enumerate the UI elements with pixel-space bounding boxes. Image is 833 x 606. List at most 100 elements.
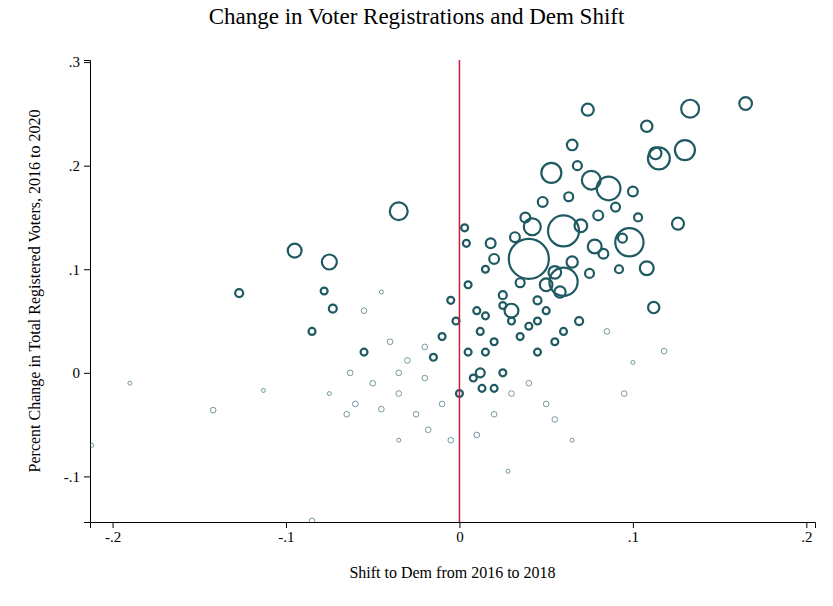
bubble bbox=[516, 278, 525, 287]
bubble bbox=[598, 249, 608, 259]
x-tick: 0 bbox=[456, 522, 464, 545]
bubble bbox=[649, 147, 661, 159]
bubble bbox=[634, 213, 642, 221]
bubble bbox=[510, 232, 520, 242]
bubble bbox=[582, 104, 594, 116]
title: Change in Voter Registrations and Dem Sh… bbox=[209, 4, 625, 29]
bubble bbox=[509, 239, 549, 279]
bubble bbox=[564, 192, 573, 201]
x-tick-label: 0 bbox=[456, 529, 464, 545]
bubble bbox=[585, 269, 594, 278]
y-tick-mark bbox=[84, 373, 90, 374]
bubble bbox=[548, 215, 579, 246]
bubble bbox=[567, 256, 578, 267]
bubble bbox=[439, 333, 446, 340]
bubble bbox=[465, 349, 472, 356]
bubble bbox=[543, 307, 550, 314]
x-axis-title: Shift to Dem from 2016 to 2018 bbox=[349, 564, 555, 581]
y-tick-label: .1 bbox=[69, 262, 80, 278]
bubble bbox=[551, 338, 558, 345]
y-tick-mark bbox=[84, 62, 90, 63]
bubble bbox=[540, 278, 553, 291]
plot-area bbox=[90, 60, 752, 522]
bubble bbox=[615, 228, 643, 256]
bubble bbox=[499, 291, 507, 299]
bubble bbox=[474, 432, 480, 438]
bubble bbox=[405, 358, 411, 364]
y-tick: .1 bbox=[69, 262, 90, 278]
bubble bbox=[425, 427, 431, 433]
y-axis-line bbox=[84, 61, 91, 523]
x-tick-mark bbox=[459, 522, 460, 528]
bubble bbox=[128, 381, 132, 385]
bubble bbox=[379, 290, 383, 294]
bubble bbox=[309, 328, 316, 335]
bubble bbox=[640, 261, 654, 275]
y-tick-mark bbox=[84, 166, 90, 167]
bubble bbox=[461, 224, 468, 231]
bubble bbox=[524, 218, 541, 235]
bubble bbox=[439, 401, 445, 407]
bubble bbox=[541, 163, 561, 183]
y-tick: -.1 bbox=[64, 469, 90, 485]
bubble bbox=[396, 370, 402, 376]
reference-line bbox=[459, 60, 461, 522]
bubble bbox=[672, 218, 684, 230]
bubble bbox=[573, 161, 582, 170]
bubble bbox=[628, 187, 638, 197]
x-tick-label: .1 bbox=[628, 529, 639, 545]
y-tick: 0 bbox=[73, 365, 91, 381]
bubble bbox=[379, 406, 385, 412]
bubble bbox=[549, 266, 562, 279]
bubble bbox=[648, 147, 670, 169]
bubble bbox=[413, 411, 419, 417]
x-tick: .1 bbox=[628, 522, 639, 545]
y-tick-label: .2 bbox=[69, 158, 80, 174]
bubble bbox=[648, 302, 659, 313]
bubble bbox=[582, 171, 601, 190]
bubble bbox=[479, 385, 486, 392]
chart: Change in Voter Registrations and Dem Sh… bbox=[0, 0, 833, 606]
bubble bbox=[327, 392, 331, 396]
bubble bbox=[309, 518, 315, 522]
bubble bbox=[534, 318, 541, 325]
bubble bbox=[322, 255, 337, 270]
bubble bbox=[473, 307, 480, 314]
bubble bbox=[235, 289, 243, 297]
x-tick: -.1 bbox=[278, 522, 294, 545]
bubble bbox=[321, 288, 328, 295]
bubble bbox=[453, 318, 460, 325]
bubble bbox=[554, 286, 565, 297]
x-tick-label: -.1 bbox=[278, 529, 294, 545]
bubble bbox=[526, 380, 532, 386]
bubble bbox=[491, 338, 498, 345]
bubble bbox=[447, 297, 454, 304]
bubble bbox=[353, 401, 359, 407]
bubble bbox=[489, 254, 499, 264]
bubble bbox=[615, 265, 623, 273]
x-tick-mark bbox=[806, 522, 807, 528]
bubble bbox=[261, 388, 265, 392]
bubble bbox=[508, 318, 515, 325]
x-axis-line bbox=[91, 523, 816, 529]
bubble bbox=[482, 312, 489, 319]
bubble bbox=[344, 411, 350, 417]
bubble bbox=[397, 438, 401, 442]
bubble bbox=[361, 308, 367, 314]
bubble bbox=[499, 369, 506, 376]
bubble bbox=[570, 438, 574, 442]
y-axis: -.1 0 .1 .2 .3 bbox=[64, 54, 91, 522]
bubble bbox=[575, 317, 583, 325]
x-tick: .2 bbox=[801, 522, 812, 545]
bubble bbox=[621, 391, 627, 397]
bubble bbox=[552, 417, 558, 423]
bubble bbox=[533, 296, 541, 304]
bubble bbox=[387, 339, 393, 345]
bubble bbox=[422, 344, 428, 350]
bubble bbox=[463, 240, 470, 247]
bubble bbox=[575, 219, 588, 232]
y-tick: .2 bbox=[69, 158, 90, 174]
bubble bbox=[491, 385, 498, 392]
y-tick-label: .3 bbox=[69, 54, 80, 70]
bubble bbox=[520, 213, 530, 223]
